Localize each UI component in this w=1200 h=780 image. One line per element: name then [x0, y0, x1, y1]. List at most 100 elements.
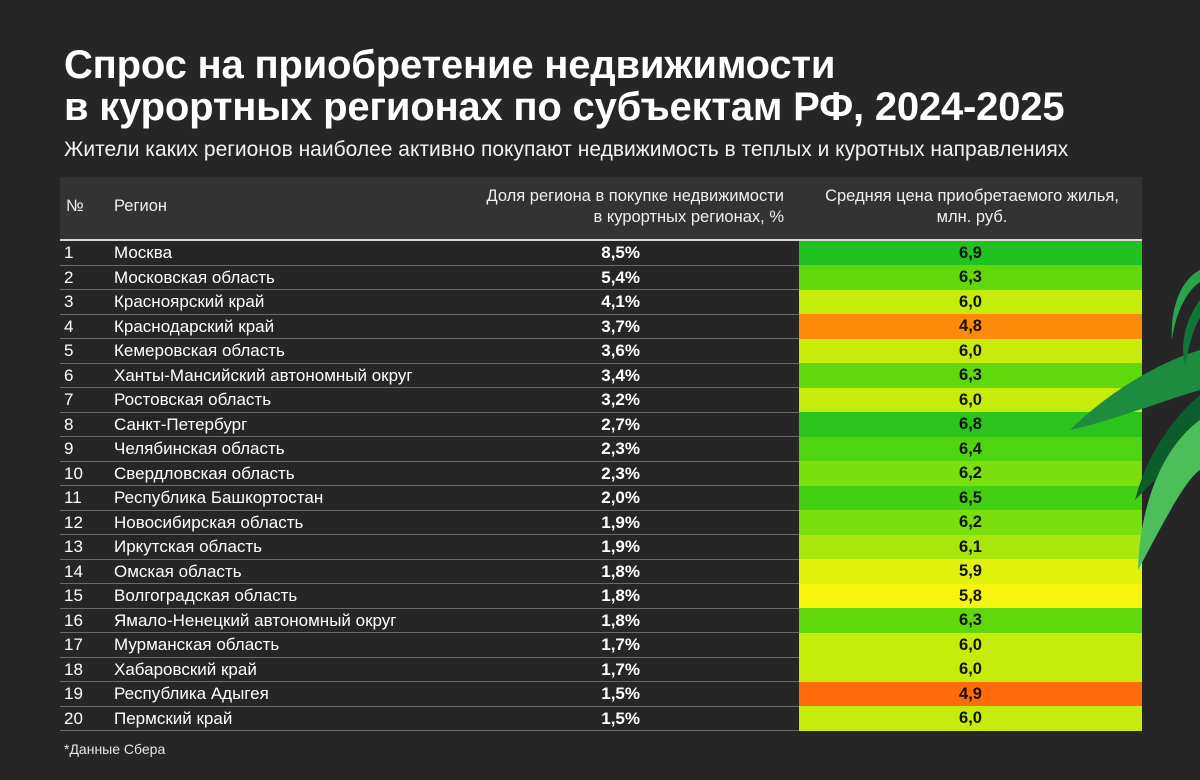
price-value: 6,0	[799, 338, 1142, 363]
table-row: 3 Красноярский край 4,1% 6,0	[60, 289, 1142, 315]
region-name: Волгоградская область	[114, 586, 298, 605]
share-value: 1,7%	[601, 635, 640, 654]
row-number: 2	[64, 267, 74, 287]
share-value: 1,5%	[601, 684, 640, 703]
row-number: 12	[64, 512, 83, 532]
price-value: 4,8	[799, 314, 1142, 339]
row-number: 7	[64, 390, 74, 409]
table-row: 19 Республика Адыгея 1,5% 4,9	[60, 681, 1142, 707]
row-number: 16	[64, 610, 83, 630]
table-row: 7 Ростовская область 3,2% 6,0	[60, 387, 1142, 413]
share-value: 1,8%	[601, 610, 640, 630]
header-price-line-2: млн. руб.	[936, 208, 1008, 226]
header-price-line-1: Средняя цена приобретаемого жилья,	[825, 187, 1119, 205]
title-line-1: Спрос на приобретение недвижимости	[64, 43, 836, 87]
price-value: 6,0	[799, 657, 1142, 682]
header-number: №	[66, 197, 84, 215]
share-value: 2,0%	[601, 488, 640, 507]
price-value: 6,3	[799, 363, 1142, 388]
share-value: 3,6%	[601, 341, 640, 360]
table-row: 17 Мурманская область 1,7% 6,0	[60, 632, 1142, 658]
share-value: 1,9%	[601, 537, 640, 556]
row-number: 19	[64, 684, 83, 703]
row-number: 5	[64, 341, 74, 360]
share-value: 2,3%	[601, 463, 640, 483]
table-row: 20 Пермский край 1,5% 6,0	[60, 706, 1142, 731]
page-subtitle: Жители каких регионов наиболее активно п…	[64, 138, 1069, 161]
share-value: 1,8%	[601, 561, 640, 581]
region-name: Свердловская область	[114, 463, 295, 483]
price-value: 6,2	[799, 510, 1142, 535]
price-value: 6,2	[799, 461, 1142, 486]
region-name: Москва	[114, 243, 173, 262]
header-share-line-2: в курортных регионах, %	[593, 208, 785, 226]
table-row: 12 Новосибирская область 1,9% 6,2	[60, 510, 1142, 535]
table-row: 18 Хабаровский край 1,7% 6,0	[60, 657, 1142, 682]
region-name: Пермский край	[114, 708, 233, 728]
price-value: 6,5	[799, 485, 1142, 510]
leaf-shape	[1138, 420, 1200, 570]
row-number: 4	[64, 316, 74, 336]
price-value: 5,8	[799, 583, 1142, 608]
share-value: 1,7%	[601, 659, 640, 679]
price-value: 6,0	[799, 632, 1142, 657]
region-name: Ямало-Ненецкий автономный округ	[114, 610, 397, 630]
leaf-shape	[1135, 395, 1200, 500]
data-table: № Регион Доля региона в покупке недвижим…	[60, 177, 1142, 731]
leaf-shape	[1183, 300, 1200, 365]
page-title: Спрос на приобретение недвижимости в кур…	[64, 43, 1065, 129]
row-number: 10	[64, 463, 83, 483]
table-row: 13 Иркутская область 1,9% 6,1	[60, 534, 1142, 560]
share-value: 1,8%	[601, 586, 640, 605]
price-value: 6,0	[799, 387, 1142, 412]
price-value: 6,9	[799, 240, 1142, 265]
table-row: 16 Ямало-Ненецкий автономный округ 1,8% 6,3	[60, 608, 1142, 633]
share-value: 1,5%	[601, 708, 640, 728]
share-value: 5,4%	[601, 267, 640, 287]
region-name: Ханты-Мансийский автономный округ	[114, 365, 413, 385]
price-value: 6,1	[799, 534, 1142, 559]
region-name: Новосибирская область	[114, 512, 304, 532]
table-row: 8 Санкт-Петербург 2,7% 6,8	[60, 412, 1142, 437]
table-row: 10 Свердловская область 2,3% 6,2	[60, 461, 1142, 486]
share-value: 3,4%	[601, 365, 640, 385]
row-number: 1	[64, 243, 74, 262]
region-name: Хабаровский край	[114, 659, 257, 679]
table-row: 9 Челябинская область 2,3% 6,4	[60, 436, 1142, 462]
table-header: № Регион Доля региона в покупке недвижим…	[60, 177, 1142, 241]
share-value: 4,1%	[601, 292, 640, 311]
row-number: 15	[64, 586, 83, 605]
table-row: 1 Москва 8,5% 6,9	[60, 240, 1142, 266]
header-price: Средняя цена приобретаемого жилья, млн. …	[802, 186, 1142, 228]
region-name: Омская область	[114, 561, 242, 581]
header-region: Регион	[114, 197, 167, 215]
table-row: 2 Московская область 5,4% 6,3	[60, 265, 1142, 290]
share-value: 8,5%	[601, 243, 640, 262]
price-value: 6,0	[799, 706, 1142, 731]
row-number: 8	[64, 414, 74, 434]
price-value: 6,3	[799, 265, 1142, 290]
region-name: Республика Адыгея	[114, 684, 269, 703]
region-name: Кемеровская область	[114, 341, 285, 360]
header-share: Доля региона в покупке недвижимости в ку…	[444, 186, 784, 228]
region-name: Краснодарский край	[114, 316, 275, 336]
table-row: 11 Республика Башкортостан 2,0% 6,5	[60, 485, 1142, 511]
table-body: 1 Москва 8,5% 6,9 2 Московская область 5,4% 6,3…	[60, 240, 1142, 731]
table-row: 14 Омская область 1,8% 5,9	[60, 559, 1142, 584]
share-value: 3,7%	[601, 316, 640, 336]
price-value: 6,4	[799, 436, 1142, 461]
row-number: 6	[64, 365, 74, 385]
share-value: 3,2%	[601, 390, 640, 409]
region-name: Санкт-Петербург	[114, 414, 248, 434]
table-row: 4 Краснодарский край 3,7% 4,8	[60, 314, 1142, 339]
region-name: Московская область	[114, 267, 275, 287]
region-name: Челябинская область	[114, 439, 285, 458]
leaf-shape	[1171, 270, 1200, 340]
title-line-2: в курортных регионах по субъектам РФ, 20…	[64, 85, 1065, 129]
region-name: Республика Башкортостан	[114, 488, 324, 507]
row-number: 20	[64, 708, 83, 728]
table-row: 5 Кемеровская область 3,6% 6,0	[60, 338, 1142, 364]
row-number: 17	[64, 635, 83, 654]
table-row: 15 Волгоградская область 1,8% 5,8	[60, 583, 1142, 609]
header-share-line-1: Доля региона в покупке недвижимости	[486, 187, 784, 205]
